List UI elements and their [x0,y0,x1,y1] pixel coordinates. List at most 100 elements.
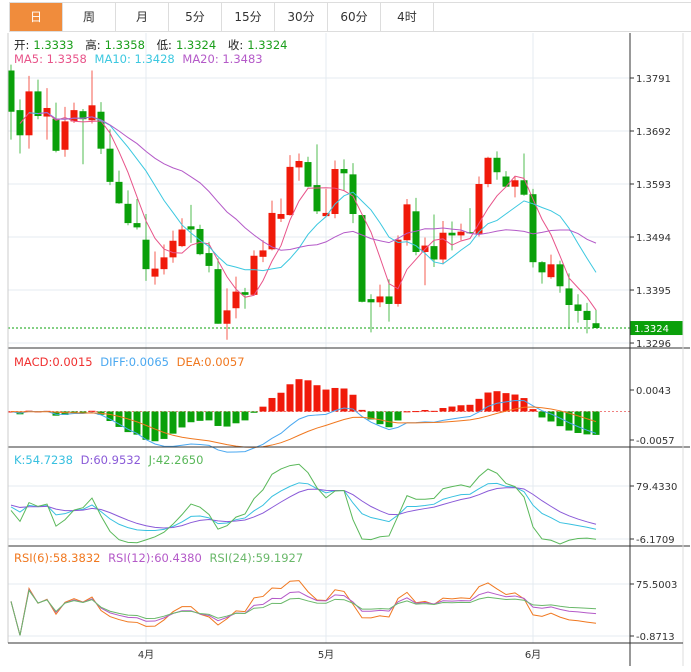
candle-body [259,250,267,257]
candle-body [7,70,15,112]
candle-body [34,91,42,117]
candle-body [286,166,294,216]
candle [538,261,546,284]
ma5-value: MA5: 1.3358 [14,52,87,66]
macd-bar [457,405,465,412]
candle-body [592,323,600,329]
macd-bar [295,379,303,412]
candle-body [484,157,492,185]
candle [547,254,555,279]
tab-week[interactable]: 周 [63,3,116,31]
macd-bar [187,411,195,423]
macd-bar [529,409,537,412]
candle [376,284,384,308]
candle [124,190,132,226]
candle [493,151,501,180]
rsi-info: RSI(6):58.3832 RSI(12):60.4380 RSI(24):5… [14,551,307,565]
candle [133,199,141,230]
tab-4hour[interactable]: 4时 [381,3,434,31]
candle-body [61,121,69,150]
candle-body [88,105,96,121]
high-label: 高: [85,38,101,52]
candle [115,170,123,204]
candle-body [133,223,141,228]
candle-body [232,291,240,309]
candle [385,279,393,322]
candle [322,188,330,218]
candle-body [349,174,357,214]
candle [583,302,591,334]
ma20-line [37,111,597,251]
candle [79,109,87,165]
macd-bar [196,411,204,421]
price-tick-label: 1.3593 [636,180,671,191]
candle [475,176,483,237]
macd-bar [61,411,69,415]
macd-bar [403,411,411,413]
candle-body [340,169,348,174]
candle [313,144,321,214]
candle [439,220,447,265]
d-line [10,487,597,529]
ma5-line [19,111,597,311]
candle-body [151,268,159,277]
candle-body [376,296,384,303]
rsi24-value: RSI(24):59.1927 [209,551,304,565]
price-tick-label: 1.3791 [636,74,671,85]
candle-body [565,288,573,306]
tab-15min[interactable]: 15分 [222,3,275,31]
candle-body [250,255,258,295]
diff-line [10,399,597,453]
candle [358,215,366,303]
dea-line [10,406,597,448]
rsi12-line [10,588,597,636]
tab-30min[interactable]: 30分 [275,3,328,31]
tab-60min[interactable]: 60分 [328,3,381,31]
candle [556,260,564,293]
candle-body [295,160,303,168]
candle-body [439,232,447,260]
macd-bar [214,411,222,426]
close-label: 收: [227,38,244,52]
candle-body [178,229,186,247]
macd-bar [583,411,591,435]
candle-body [529,194,537,263]
tab-month[interactable]: 月 [116,3,169,31]
candle [349,163,357,224]
candle-body [385,296,393,304]
candle-body [331,169,339,214]
macd-bar [340,388,348,412]
candle-body [493,157,501,173]
macd-bar [52,411,60,416]
candle-body [538,262,546,273]
macd-bar [385,411,393,428]
close-value: 1.3324 [247,38,288,52]
candle-body [70,110,78,122]
candle [52,102,60,153]
tab-5min[interactable]: 5分 [169,3,222,31]
candle-body [448,232,456,236]
candle-body [556,264,564,287]
macd-bar [421,409,429,412]
ohlc-info: 开: 1.3333 高: 1.3358 低: 1.3324 收: 1.3324 [14,37,295,53]
macd-bar [79,411,87,413]
rsi6-line [10,580,597,636]
high-value: 1.3358 [104,38,145,52]
tab-day[interactable]: 日 [10,3,63,31]
candle-body [358,215,366,302]
macd-bar [241,411,249,421]
candle-body [205,253,213,266]
kdj-tick-label: 79.4330 [636,482,677,493]
candle-body [475,184,483,234]
macd-bar [466,404,474,412]
candle-body [520,180,528,195]
candle [304,156,312,188]
k-value: K:54.7238 [14,453,73,467]
candle [403,199,411,246]
candle [241,287,249,309]
candle [295,153,303,181]
candle-body [574,304,582,311]
candle-body [52,118,60,151]
macd-bar [349,394,357,412]
